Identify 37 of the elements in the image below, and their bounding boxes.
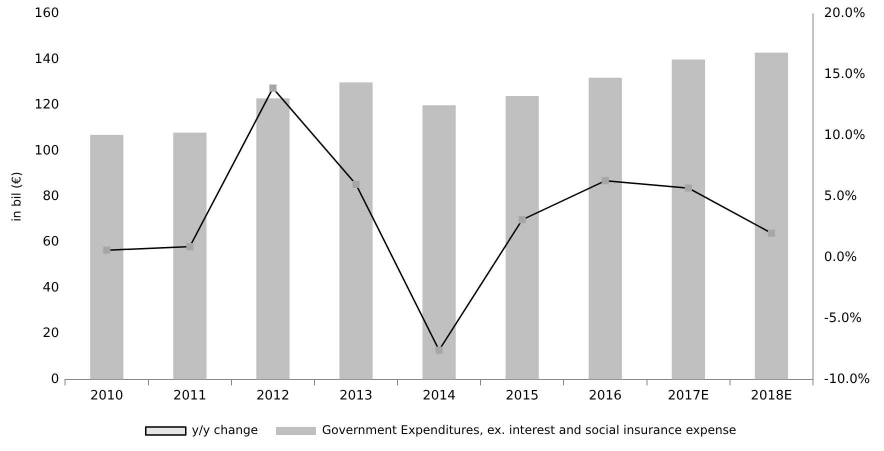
y2-tick-label: -10.0% [824, 372, 870, 387]
y2-tick-label: 20.0% [824, 6, 866, 22]
x-tick-label: 2017E [668, 388, 710, 404]
x-tick-label: 2014 [422, 388, 456, 404]
y2-tick-label: 5.0% [824, 188, 858, 204]
y-tick-label: 100 [34, 143, 60, 158]
y-tick-label: 20 [42, 326, 60, 342]
bar [672, 60, 705, 380]
bar [422, 105, 456, 380]
x-tick-label: 2013 [339, 388, 373, 404]
x-tick-label: 2010 [90, 388, 124, 404]
y-tick-label: 120 [34, 98, 60, 113]
bar [256, 98, 290, 380]
y-tick-label: 140 [34, 52, 60, 67]
y-tick-label: 40 [42, 280, 60, 296]
y-tick-label: 0 [50, 372, 60, 387]
y2-tick-label: -5.0% [824, 310, 862, 326]
bar [588, 78, 622, 380]
y-tick-label: 80 [42, 188, 60, 204]
legend-label: Government Expenditures, ex. interest and social insurance expense [322, 423, 736, 438]
bar [506, 96, 539, 380]
x-tick-label: 2012 [256, 388, 290, 404]
x-tick-label: 2016 [588, 388, 622, 404]
y2-tick-label: 0.0% [824, 250, 858, 265]
y-tick-label: 60 [42, 234, 60, 250]
x-tick-label: 2018E [750, 388, 792, 404]
legend-label: y/y change [192, 423, 258, 438]
bar [339, 82, 373, 380]
y2-tick-label: 10.0% [824, 128, 866, 144]
x-tick-label: 2015 [506, 388, 539, 404]
bar [173, 132, 206, 380]
y2-tick-label: 15.0% [824, 67, 866, 82]
x-tick-label: 2011 [173, 388, 206, 404]
y-tick-label: 160 [34, 6, 60, 22]
bar [754, 52, 788, 380]
y-axis-title: in bil (€) [9, 172, 24, 222]
bar [90, 134, 124, 380]
